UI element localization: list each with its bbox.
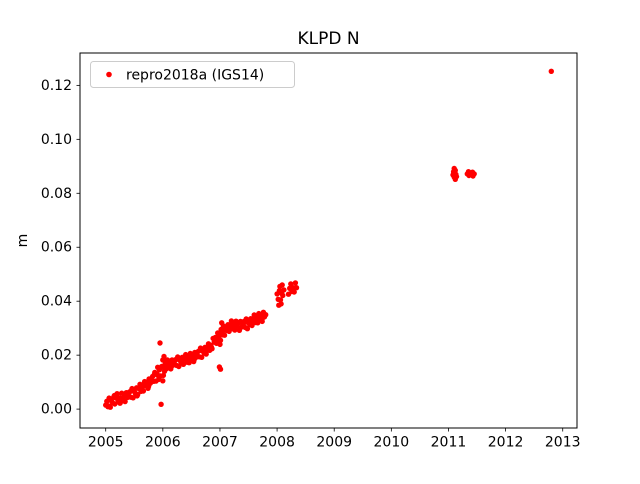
- data-point: [161, 368, 168, 374]
- data-point: [221, 332, 228, 338]
- data-point: [174, 356, 180, 362]
- legend: repro2018a (IGS14): [90, 61, 295, 88]
- data-point: [128, 388, 135, 394]
- y-tick-label: 0.04: [41, 294, 72, 310]
- data-point: [199, 354, 205, 360]
- data-points-group: [103, 68, 554, 410]
- y-tick-label: 0.00: [41, 402, 72, 418]
- data-point: [186, 360, 192, 366]
- data-point: [260, 315, 266, 321]
- y-tick-label: 0.10: [41, 132, 72, 148]
- data-point: [160, 372, 167, 379]
- data-point: [471, 171, 477, 177]
- x-tick-label: 2008: [259, 435, 295, 451]
- data-point: [140, 382, 146, 388]
- data-point: [254, 314, 260, 320]
- data-point: [217, 341, 223, 348]
- data-point: [217, 366, 224, 372]
- x-tick-label: 2005: [88, 435, 124, 451]
- data-point: [279, 282, 285, 288]
- data-point: [219, 320, 225, 326]
- data-point: [122, 398, 128, 405]
- data-point: [231, 320, 237, 326]
- data-point: [255, 320, 261, 326]
- y-tick-label: 0.02: [41, 348, 72, 364]
- data-point: [237, 325, 243, 331]
- y-axis-ticks: 0.00 0.02 0.04 0.06 0.08 0.10 0.12: [41, 78, 80, 418]
- x-tick-label: 2010: [374, 435, 410, 451]
- x-tick-label: 2011: [431, 435, 467, 451]
- data-point: [145, 383, 152, 389]
- data-point: [291, 289, 297, 295]
- legend-frame: [90, 61, 295, 88]
- x-tick-label: 2013: [545, 435, 581, 451]
- data-point: [134, 393, 140, 399]
- data-point: [292, 280, 299, 286]
- data-point: [293, 285, 300, 291]
- data-point: [105, 403, 112, 409]
- data-point: [452, 167, 458, 174]
- data-point: [140, 388, 147, 394]
- data-point: [225, 324, 232, 331]
- x-tick-label: 2006: [145, 435, 181, 451]
- legend-label: repro2018a (IGS14): [126, 68, 264, 84]
- data-point: [248, 318, 255, 324]
- data-point: [117, 400, 123, 406]
- x-tick-label: 2007: [202, 435, 238, 451]
- data-point: [185, 353, 192, 359]
- chart-title: KLPD N: [297, 29, 359, 49]
- data-point: [197, 347, 203, 353]
- y-tick-label: 0.12: [41, 78, 72, 94]
- data-point: [111, 392, 118, 399]
- data-point: [157, 340, 163, 346]
- data-point: [277, 297, 284, 303]
- data-point: [151, 371, 157, 378]
- data-point: [155, 364, 161, 370]
- data-point: [281, 287, 287, 293]
- y-axis-label: m: [15, 234, 31, 248]
- y-tick-label: 0.06: [41, 240, 72, 256]
- data-point: [161, 353, 167, 360]
- data-point: [278, 301, 284, 307]
- data-point: [203, 349, 209, 355]
- data-point: [163, 360, 169, 366]
- data-point: [217, 337, 224, 343]
- axes-frame: [79, 52, 578, 429]
- data-point: [208, 344, 215, 350]
- data-point: [280, 292, 286, 299]
- data-point: [244, 326, 251, 332]
- data-point: [130, 395, 136, 401]
- x-tick-label: 2012: [488, 435, 524, 451]
- x-axis-ticks: 2005 2006 2007 2008 2009 2010 2011 2012 2013: [88, 428, 581, 451]
- legend-marker-icon: [106, 71, 112, 78]
- x-tick-label: 2009: [316, 435, 352, 451]
- data-point: [220, 328, 226, 334]
- data-point: [158, 401, 164, 407]
- data-point: [243, 319, 249, 325]
- data-point: [180, 360, 186, 366]
- data-point: [191, 356, 197, 362]
- data-point: [453, 173, 460, 180]
- data-point: [160, 378, 166, 384]
- y-tick-label: 0.08: [41, 186, 72, 202]
- data-point: [548, 68, 554, 75]
- data-point: [168, 363, 175, 370]
